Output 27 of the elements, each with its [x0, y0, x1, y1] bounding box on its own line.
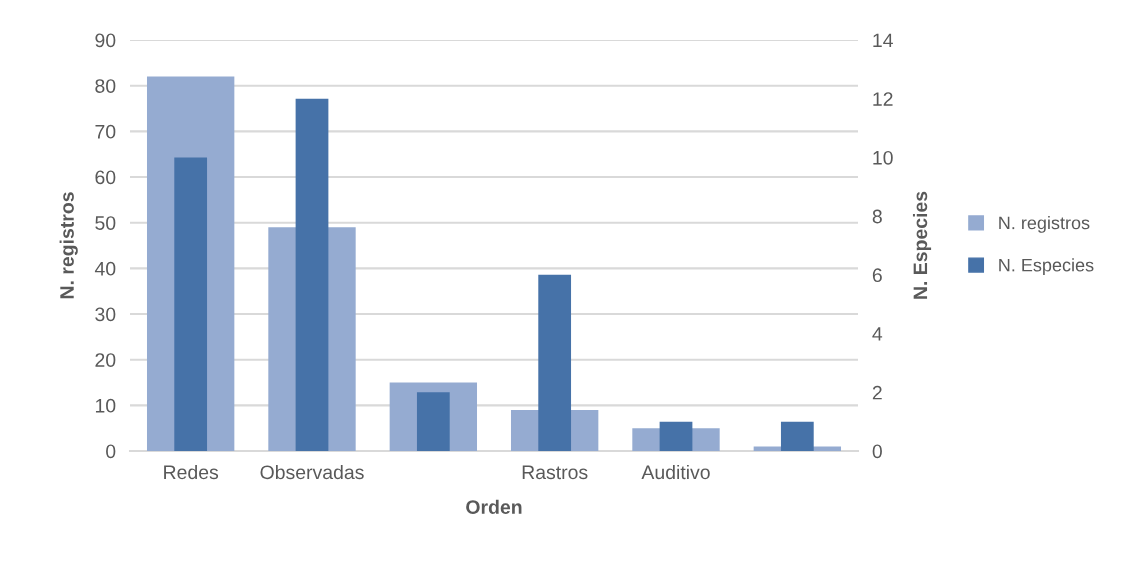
- y-tick-label: 40: [94, 261, 116, 276]
- legend-label: N. Especies: [999, 258, 1094, 276]
- legend-label: N. registros: [999, 216, 1090, 233]
- y-tick-label: 60: [95, 170, 116, 185]
- y2-tick-label: 0: [872, 444, 882, 459]
- y-tick-label: 0: [106, 444, 116, 459]
- y2-tick-label: 8: [872, 209, 882, 224]
- x-axis-title: Orden: [466, 499, 522, 514]
- y-tick-label: 80: [95, 79, 116, 93]
- y2-tick-label: 10: [873, 150, 893, 165]
- x-tick-label: Observadas: [260, 464, 364, 480]
- y2-tick-label: 2: [872, 385, 882, 400]
- y-tick-label: 70: [95, 124, 116, 139]
- y2-tick-label: 6: [872, 268, 882, 283]
- y2-tick-label: 4: [872, 327, 883, 341]
- x-tick-label: Redes: [164, 464, 219, 480]
- y-tick-label: 20: [95, 353, 116, 367]
- y-tick-label: 30: [95, 307, 116, 322]
- y-tick-label: 50: [95, 216, 116, 230]
- y-axis-title: N. registros: [59, 192, 78, 299]
- y2-axis-title: N. Especies: [912, 191, 932, 299]
- x-tick-label: Rastros: [522, 465, 588, 480]
- y-tick-label: 90: [95, 33, 116, 48]
- y2-tick-label: 12: [873, 92, 893, 106]
- y-tick-label: 10: [95, 398, 116, 413]
- y2-tick-label: 14: [873, 33, 893, 48]
- x-tick-label: Auditivo: [641, 464, 710, 480]
